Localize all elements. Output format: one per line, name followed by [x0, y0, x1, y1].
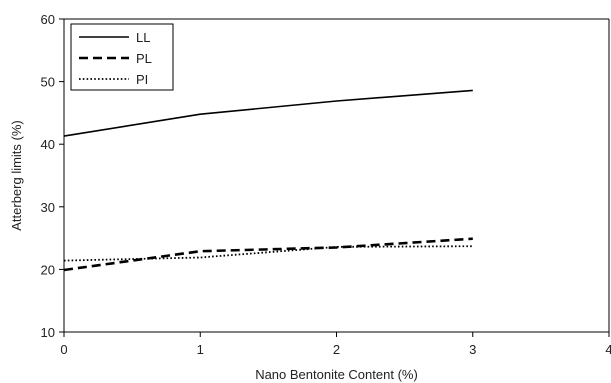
x-tick-label: 2 [333, 342, 340, 357]
legend: LL PL PI [70, 23, 174, 91]
y-tick-label: 60 [41, 12, 55, 27]
axes: 10 20 30 40 50 60 0 1 2 3 4 [41, 12, 611, 357]
legend-label-pi: PI [136, 72, 148, 87]
y-tick-label: 40 [41, 137, 55, 152]
series-layer [63, 89, 473, 272]
x-tick-label: 4 [605, 342, 611, 357]
series-line-pi [63, 245, 473, 262]
y-tick-label: 50 [41, 75, 55, 90]
y-axis-title: Atterberg limits (%) [9, 120, 24, 231]
x-tick-label: 1 [197, 342, 204, 357]
x-tick-label: 0 [60, 342, 67, 357]
series-line-ll [63, 89, 473, 137]
series-line-pl [63, 237, 473, 272]
x-axis-title: Nano Bentonite Content (%) [255, 367, 418, 382]
y-tick-label: 10 [41, 325, 55, 340]
legend-label-pl: PL [136, 51, 152, 66]
x-tick-label: 3 [469, 342, 476, 357]
y-tick-label: 30 [41, 200, 55, 215]
y-tick-label: 20 [41, 262, 55, 277]
legend-label-ll: LL [136, 30, 150, 45]
